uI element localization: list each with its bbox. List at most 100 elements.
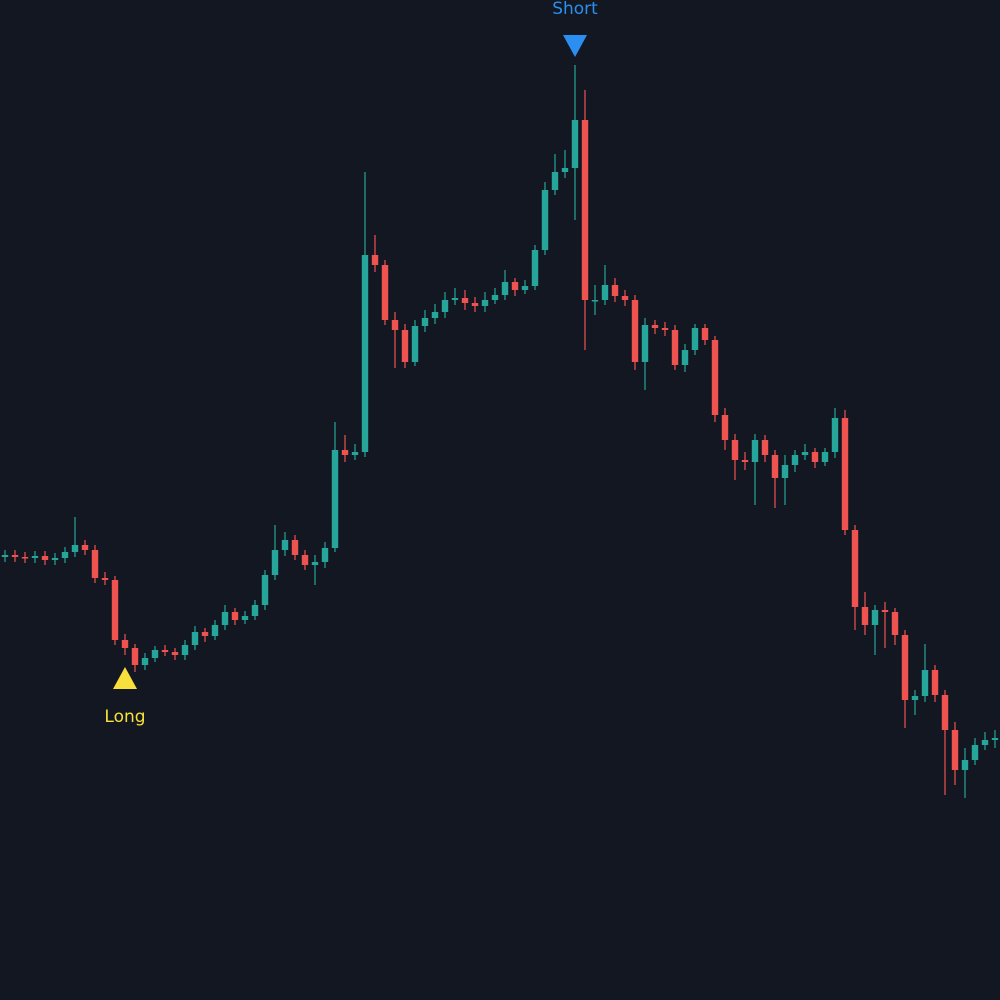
candle-body [321,548,329,562]
candle-body [511,282,519,290]
candle-body [611,285,619,296]
candle-body [471,303,479,306]
candle-body [831,418,839,452]
candle-body [721,415,729,440]
candle-body [861,607,869,625]
candle-body [271,550,279,575]
candle-body [291,540,299,555]
candle-body [421,318,429,326]
candle-body [211,625,219,636]
candle-body [201,632,209,636]
candle-body [961,760,969,770]
candle-body [361,255,369,452]
candle-body [301,555,309,565]
candle-body [351,452,359,455]
candle-body [381,265,389,320]
candle-body [791,455,799,465]
candle-body [951,730,959,770]
candle-body [111,580,119,640]
candle-body [461,298,469,303]
candle-body [401,330,409,362]
long-marker [113,667,137,689]
candle-body [751,440,759,462]
candle-body [161,650,169,652]
candle-body [191,632,199,645]
candle-body [801,452,809,455]
candle-body [491,295,499,300]
candle-body [571,120,579,168]
candle-body [21,557,29,559]
candle-body [251,605,259,616]
candle-body [281,540,289,550]
candle-body [481,300,489,306]
candle-body [451,298,459,300]
candle-body [591,300,599,302]
candle-body [151,650,159,658]
candle-body [931,670,939,695]
candle-body [691,328,699,350]
candle-body [901,635,909,700]
candle-body [811,452,819,462]
candle-body [991,738,999,740]
candle-body [501,282,509,295]
candle-body [61,552,69,558]
candle-body [121,640,129,648]
candle-body [761,440,769,455]
candle-body [921,670,929,696]
candle-body [371,255,379,265]
candle-body [651,325,659,328]
candle-body [141,658,149,665]
short-label: Short [552,0,598,19]
candle-body [581,120,589,300]
candle-body [841,418,849,530]
candle-body [561,168,569,172]
candle-body [741,460,749,462]
candle-body [891,612,899,635]
candle-body [731,440,739,460]
candle-body [71,545,79,552]
candle-body [621,296,629,300]
candle-body [51,558,59,560]
candle-body [441,300,449,312]
candle-body [671,330,679,365]
candle-body [981,740,989,745]
candle-body [631,300,639,362]
candle-body [711,340,719,415]
candle-body [11,555,19,557]
candle-body [91,550,99,578]
candle-body [221,612,229,625]
candle-body [231,612,239,620]
candle-body [341,450,349,455]
candle-body [81,545,89,550]
candle-body [431,312,439,318]
candle-body [661,328,669,330]
candle-body [101,578,109,580]
candle-body [781,465,789,478]
candle-body [871,610,879,625]
candle-body [881,610,889,612]
candle-body [911,696,919,700]
candle-body [331,450,339,548]
candle-body [261,575,269,605]
candle-body [521,286,529,290]
candle-body [941,695,949,730]
long-label: Long [104,707,145,727]
candle-body [851,530,859,607]
candle-body [821,452,829,462]
candle-body [31,556,39,558]
candle-body [531,250,539,286]
candle-body [601,285,609,300]
candle-body [131,648,139,665]
candle-body [391,320,399,330]
candle-body [701,328,709,340]
candle-body [971,745,979,760]
candle-body [771,455,779,478]
candle-body [1,555,9,557]
candle-body [171,652,179,655]
candle-body [551,172,559,190]
candle-body [241,616,249,620]
candle-body [311,562,319,565]
